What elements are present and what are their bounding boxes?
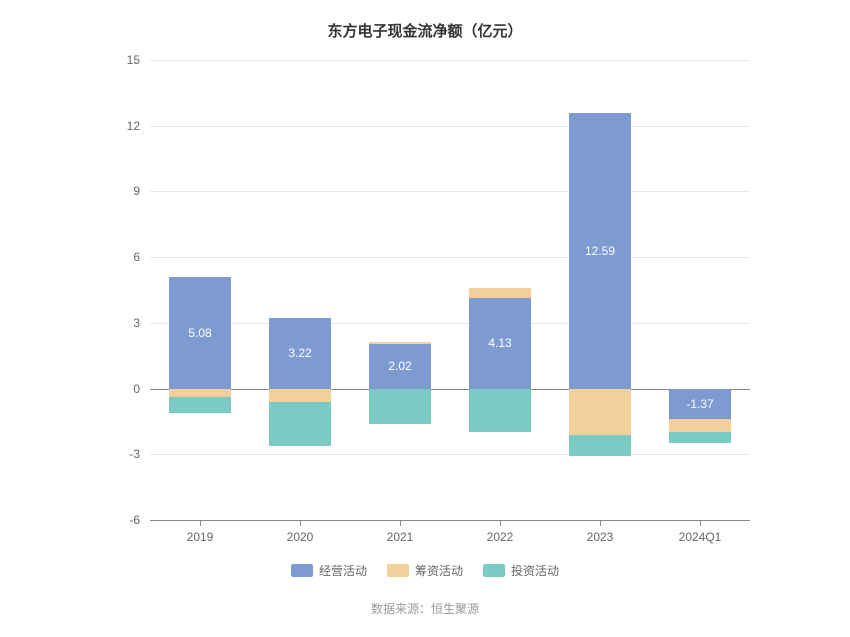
chart-source: 数据来源：恒生聚源 [0, 600, 850, 617]
y-axis-label: 15 [127, 53, 150, 67]
bar-segment [369, 342, 431, 344]
gridline [150, 60, 750, 61]
y-axis-label: 6 [133, 250, 150, 264]
x-axis-line [150, 520, 750, 521]
bar-value-label: 2.02 [388, 359, 411, 373]
chart-legend: 经营活动 筹资活动 投资活动 [0, 562, 850, 582]
legend-item[interactable]: 经营活动 [291, 562, 367, 579]
y-axis-label: -6 [129, 513, 150, 527]
bar-segment [269, 389, 331, 402]
bar-segment: 2.02 [369, 344, 431, 388]
bar-segment [469, 389, 531, 433]
bar-segment [569, 435, 631, 457]
gridline [150, 323, 750, 324]
bar-value-label: 3.22 [288, 346, 311, 360]
gridline [150, 257, 750, 258]
legend-item[interactable]: 投资活动 [483, 562, 559, 579]
zero-axis [150, 389, 750, 390]
bar-segment [269, 402, 331, 446]
bar-segment [369, 389, 431, 424]
legend-swatch [291, 564, 313, 577]
x-axis-label: 2020 [287, 530, 314, 544]
bar-value-label: 12.59 [585, 244, 615, 258]
bar-segment: 5.08 [169, 277, 231, 388]
bar-segment [669, 432, 731, 443]
x-axis-label: 2022 [487, 530, 514, 544]
bar-value-label: 5.08 [188, 326, 211, 340]
x-axis-label: 2024Q1 [679, 530, 722, 544]
x-axis-label: 2023 [587, 530, 614, 544]
y-axis-label: 12 [127, 119, 150, 133]
legend-label: 投资活动 [511, 562, 559, 579]
bar-value-label: -1.37 [686, 397, 713, 411]
bar-segment: 12.59 [569, 113, 631, 389]
y-axis-label: 3 [133, 316, 150, 330]
legend-swatch [387, 564, 409, 577]
bar-segment [469, 288, 531, 298]
bar-segment: 4.13 [469, 298, 531, 388]
bar-segment [169, 397, 231, 412]
bar-value-label: 4.13 [488, 336, 511, 350]
cashflow-chart: 东方电子现金流净额（亿元） -6-30369121520195.0820203.… [0, 0, 850, 637]
y-axis-label: 0 [133, 382, 150, 396]
y-axis-label: -3 [129, 447, 150, 461]
bar-segment [669, 419, 731, 432]
x-axis-label: 2019 [187, 530, 214, 544]
bar-segment [169, 389, 231, 398]
y-axis-label: 9 [133, 184, 150, 198]
legend-item[interactable]: 筹资活动 [387, 562, 463, 579]
gridline [150, 126, 750, 127]
gridline [150, 454, 750, 455]
chart-title: 东方电子现金流净额（亿元） [0, 0, 850, 41]
x-axis-label: 2021 [387, 530, 414, 544]
gridline [150, 191, 750, 192]
legend-label: 经营活动 [319, 562, 367, 579]
bar-segment: -1.37 [669, 389, 731, 419]
plot-area: -6-30369121520195.0820203.2220212.022022… [150, 60, 750, 520]
legend-label: 筹资活动 [415, 562, 463, 579]
legend-swatch [483, 564, 505, 577]
bar-segment [569, 389, 631, 435]
bar-segment: 3.22 [269, 318, 331, 389]
